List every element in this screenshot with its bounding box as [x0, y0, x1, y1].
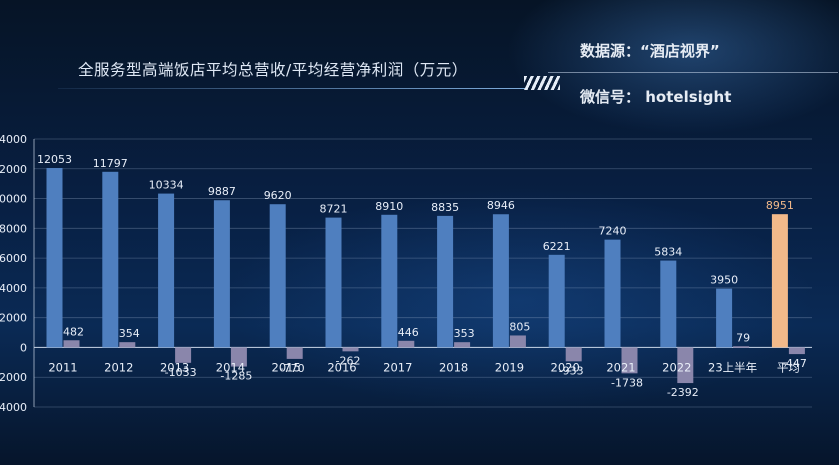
revenue-value-label: 9887	[208, 185, 236, 198]
profit-bar	[733, 346, 750, 348]
revenue-bar	[548, 254, 565, 348]
revenue-value-label: 8835	[431, 201, 459, 214]
revenue-value-label: 8951	[766, 199, 794, 212]
y-tick-label: 12000	[0, 163, 27, 176]
x-tick-label: 2011	[48, 360, 77, 374]
revenue-value-label: 12053	[37, 153, 72, 166]
profit-value-label: 354	[119, 327, 140, 340]
revenue-value-label: 6221	[543, 240, 571, 253]
profit-value-label: -1738	[611, 376, 643, 389]
x-tick-label: 2014	[216, 360, 245, 374]
y-tick-label: 10000	[0, 193, 27, 206]
title-underline	[58, 88, 528, 89]
profit-bar	[621, 347, 638, 374]
profit-bar	[565, 347, 582, 362]
x-tick-label: 2018	[439, 360, 468, 374]
revenue-value-label: 8721	[320, 203, 348, 216]
revenue-value-label: 8946	[487, 199, 515, 212]
data-source-label: 数据源：“酒店视界”	[580, 42, 720, 60]
profit-bar	[119, 342, 136, 348]
wechat-row: 微信号： hotelsight	[580, 84, 731, 110]
revenue-bar	[381, 214, 398, 348]
profit-bar	[677, 347, 694, 384]
profit-bar	[788, 347, 805, 355]
x-tick-label: 2019	[495, 360, 524, 374]
revenue-value-label: 9620	[264, 189, 292, 202]
profit-value-label: 79	[736, 331, 750, 344]
revenue-bar	[46, 167, 63, 348]
revenue-value-label: 8910	[375, 200, 403, 213]
source-divider	[548, 72, 838, 73]
profit-bar	[398, 340, 415, 348]
revenue-bar	[325, 217, 342, 348]
bar-layer	[46, 167, 805, 384]
revenue-bar	[771, 214, 788, 348]
revenue-value-label: 11797	[93, 157, 128, 170]
profit-bar	[286, 347, 303, 359]
revenue-bar	[492, 214, 509, 348]
revenue-bar	[213, 200, 230, 348]
x-tick-label: 2022	[662, 360, 691, 374]
revenue-bar	[269, 204, 286, 348]
stripes-decoration	[524, 76, 560, 90]
wechat-id: hotelsight	[645, 88, 732, 106]
x-tick-label: 2021	[606, 360, 635, 374]
revenue-value-label: 3950	[710, 274, 738, 287]
y-tick-label: 8000	[0, 222, 27, 235]
revenue-value-label: 7240	[599, 225, 627, 238]
x-tick-label: 2017	[383, 360, 412, 374]
y-tick-label: -2000	[0, 371, 27, 384]
profit-bar	[509, 335, 526, 348]
x-tick-label: 2012	[104, 360, 133, 374]
profit-value-label: 446	[398, 326, 419, 339]
x-tick-label: 2016	[327, 360, 356, 374]
chart-title: 全服务型高端饭店平均总营收/平均经营净利润（万元）	[78, 61, 468, 79]
profit-bar	[454, 342, 471, 348]
revenue-bar	[158, 193, 175, 348]
x-tick-label: 平均	[777, 360, 800, 374]
profit-value-label: -2392	[667, 386, 699, 399]
profit-value-label: 805	[509, 320, 530, 333]
x-tick-label: 23上半年	[708, 360, 757, 374]
y-tick-label: 6000	[0, 252, 27, 265]
profit-value-label: -770	[280, 362, 305, 375]
y-tick-label: 2000	[0, 312, 27, 325]
profit-bar	[230, 347, 247, 367]
grid-layer: 14000 12000 10000 8000 6000 4000 2000 0 -2000 -40…	[0, 133, 812, 414]
source-block: 数据源：“酒店视界” 微信号： hotelsight	[580, 38, 731, 110]
y-tick-label: 4000	[0, 282, 27, 295]
profit-value-label: -447	[782, 357, 807, 370]
y-tick-label: -4000	[0, 401, 27, 414]
revenue-bar	[604, 239, 621, 348]
profit-value-label: -262	[336, 354, 361, 367]
profit-value-label: 482	[63, 325, 84, 338]
profit-value-label: -1285	[220, 370, 252, 383]
profit-bar	[63, 340, 80, 348]
revenue-bar	[102, 171, 119, 348]
y-tick-label: 14000	[0, 133, 27, 146]
revenue-bar	[437, 215, 454, 348]
x-tick-label: 2020	[551, 360, 580, 374]
profit-value-label: -933	[559, 364, 584, 377]
revenue-value-label: 5834	[654, 246, 682, 259]
revenue-bar	[660, 260, 677, 348]
profit-value-label: 353	[454, 327, 475, 340]
profit-bar	[175, 347, 192, 363]
profit-value-label: -1033	[165, 366, 197, 379]
x-tick-label: 2015	[272, 360, 301, 374]
revenue-value-label: 10334	[149, 179, 184, 192]
y-tick-label: 0	[20, 341, 27, 354]
profit-bar	[342, 347, 359, 352]
wechat-label: 微信号：	[580, 88, 641, 106]
x-tick-label: 2013	[160, 360, 189, 374]
revenue-bar	[716, 288, 733, 348]
